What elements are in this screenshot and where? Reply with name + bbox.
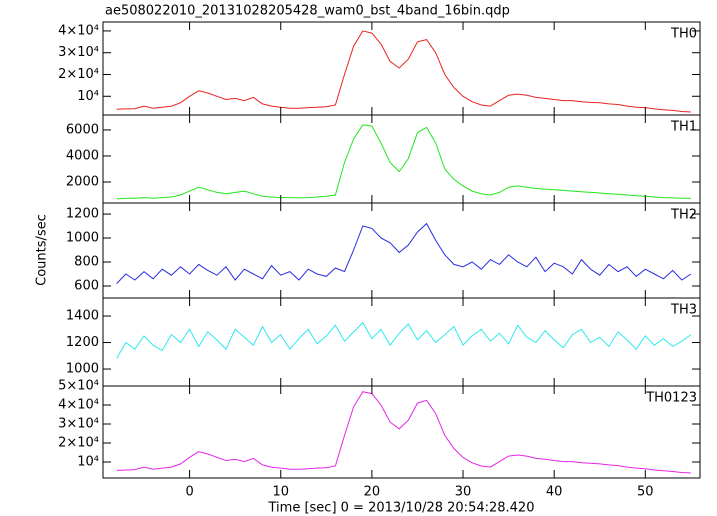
panel-frame — [102, 21, 701, 116]
y-tick-label: 4000 — [66, 148, 99, 163]
y-tick-label: 1000 — [66, 362, 99, 377]
y-tick-label: 3×10⁴ — [58, 417, 99, 432]
y-tick-label: 1200 — [66, 207, 99, 222]
x-tick-label: 10 — [272, 485, 289, 500]
chart-title: ae508022010_20131028205428_wam0_bst_4ban… — [105, 4, 510, 19]
x-tick-label: 50 — [637, 485, 654, 500]
panel-frame — [102, 385, 701, 479]
panel-label: TH1 — [670, 120, 697, 135]
panel-label: TH0123 — [645, 391, 697, 406]
y-tick-label: 2000 — [66, 174, 99, 189]
x-tick-label: 20 — [364, 485, 381, 500]
y-tick-label: 1400 — [66, 309, 99, 324]
y-tick-label: 1000 — [66, 231, 99, 246]
light-curve — [116, 321, 692, 359]
y-tick-label: 600 — [74, 279, 99, 294]
y-tick-label: 4×10⁴ — [58, 398, 99, 413]
light-curve — [116, 391, 691, 474]
light-curve — [116, 124, 691, 200]
x-tick-label: 40 — [546, 485, 563, 500]
y-tick-label: 800 — [74, 255, 99, 270]
y-tick-label: 3×10⁴ — [58, 45, 99, 60]
x-axis-label: Time [sec] 0 = 2013/10/28 20:54:28.420 — [268, 501, 535, 516]
y-tick-label: 1200 — [66, 335, 99, 350]
y-tick-label: 6000 — [66, 122, 99, 137]
y-tick-label: 10⁴ — [77, 455, 99, 470]
y-tick-label: 2×10⁴ — [58, 67, 99, 82]
panel-frame — [102, 297, 701, 387]
panel-label: TH3 — [670, 303, 697, 318]
light-curve — [116, 222, 692, 284]
y-tick-label: 4×10⁴ — [58, 23, 99, 38]
y-axis-label: Counts/sec — [35, 214, 50, 286]
x-tick-label: 0 — [185, 485, 193, 500]
panel-label: TH0 — [670, 27, 697, 42]
y-tick-label: 10⁴ — [77, 89, 99, 104]
panel-label: TH2 — [670, 208, 697, 223]
y-tick-label: 5×10⁴ — [58, 379, 99, 394]
light-curve — [116, 30, 691, 113]
y-tick-label: 2×10⁴ — [58, 436, 99, 451]
x-tick-label: 30 — [455, 485, 472, 500]
